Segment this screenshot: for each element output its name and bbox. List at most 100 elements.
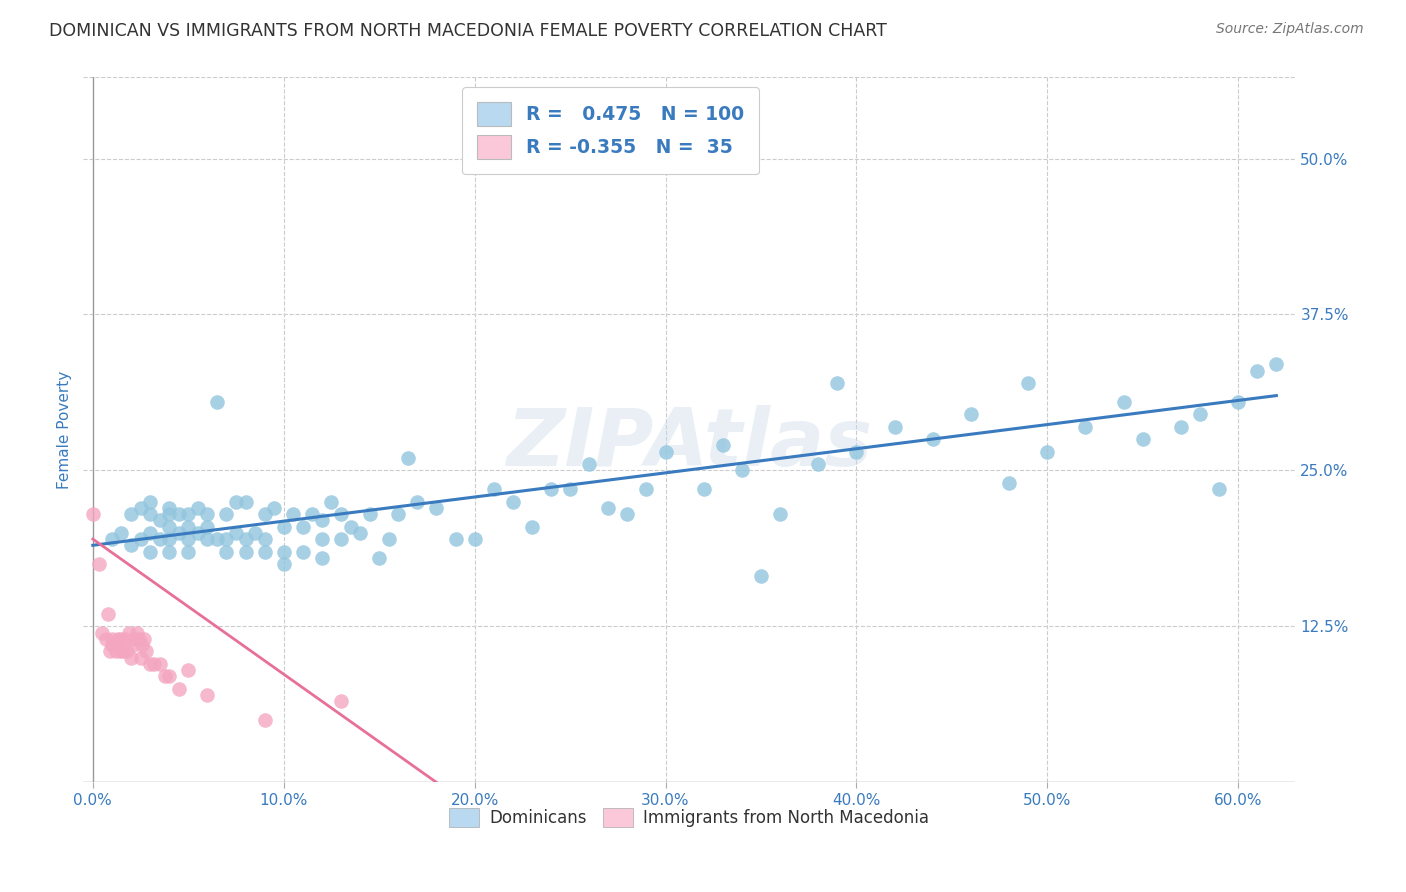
Point [124, 632, 146, 646]
Point [330, 694, 353, 708]
Point [1208, 482, 1230, 496]
Point [157, 669, 180, 683]
Point [253, 544, 276, 558]
Point [749, 569, 772, 583]
Point [1112, 394, 1135, 409]
Legend: Dominicans, Immigrants from North Macedonia: Dominicans, Immigrants from North Macedo… [443, 801, 936, 834]
Point [177, 532, 200, 546]
Point [1188, 407, 1211, 421]
Point [444, 532, 467, 546]
Point [120, 650, 142, 665]
Point [96, 632, 118, 646]
Point [998, 475, 1021, 490]
Point [122, 638, 145, 652]
Point [155, 669, 177, 683]
Point [425, 500, 447, 515]
Point [711, 438, 734, 452]
Point [540, 482, 562, 496]
Point [225, 525, 247, 540]
Point [291, 519, 314, 533]
Point [692, 482, 714, 496]
Point [349, 525, 371, 540]
Point [177, 663, 200, 677]
Point [205, 394, 228, 409]
Text: ZIPAtlas: ZIPAtlas [506, 405, 873, 483]
Point [134, 632, 156, 646]
Point [97, 607, 120, 621]
Point [558, 482, 581, 496]
Point [195, 688, 218, 702]
Point [330, 507, 353, 521]
Point [139, 544, 162, 558]
Point [118, 625, 141, 640]
Point [291, 544, 314, 558]
Point [98, 644, 121, 658]
Point [636, 482, 658, 496]
Point [883, 419, 905, 434]
Point [406, 494, 429, 508]
Point [1074, 419, 1097, 434]
Point [195, 532, 218, 546]
Point [359, 507, 381, 521]
Y-axis label: Female Poverty: Female Poverty [58, 371, 72, 489]
Point [167, 525, 190, 540]
Point [167, 681, 190, 696]
Point [616, 507, 638, 521]
Point [827, 376, 849, 390]
Point [129, 650, 152, 665]
Point [149, 657, 172, 671]
Point [82, 507, 104, 521]
Point [311, 532, 333, 546]
Point [243, 525, 266, 540]
Point [131, 638, 153, 652]
Point [128, 632, 150, 646]
Point [114, 632, 136, 646]
Point [142, 657, 165, 671]
Point [464, 532, 486, 546]
Point [731, 463, 754, 477]
Point [225, 494, 247, 508]
Text: Source: ZipAtlas.com: Source: ZipAtlas.com [1216, 22, 1364, 37]
Point [149, 513, 172, 527]
Point [104, 644, 127, 658]
Point [129, 500, 152, 515]
Point [921, 432, 943, 446]
Point [187, 525, 209, 540]
Point [177, 519, 200, 533]
Point [110, 632, 132, 646]
Point [396, 450, 419, 465]
Point [167, 507, 190, 521]
Point [1227, 394, 1250, 409]
Point [273, 544, 295, 558]
Point [177, 544, 200, 558]
Point [1265, 358, 1288, 372]
Point [807, 457, 830, 471]
Point [120, 538, 142, 552]
Point [107, 632, 129, 646]
Point [387, 507, 409, 521]
Point [1246, 364, 1268, 378]
Point [139, 525, 162, 540]
Point [263, 500, 285, 515]
Point [253, 713, 276, 727]
Text: DOMINICAN VS IMMIGRANTS FROM NORTH MACEDONIA FEMALE POVERTY CORRELATION CHART: DOMINICAN VS IMMIGRANTS FROM NORTH MACED… [49, 22, 887, 40]
Point [769, 507, 792, 521]
Point [235, 532, 257, 546]
Point [1170, 419, 1192, 434]
Point [235, 494, 257, 508]
Point [157, 519, 180, 533]
Point [215, 507, 238, 521]
Point [235, 544, 257, 558]
Point [482, 482, 505, 496]
Point [598, 500, 620, 515]
Point [157, 544, 180, 558]
Point [283, 507, 305, 521]
Point [139, 494, 162, 508]
Point [108, 644, 131, 658]
Point [1036, 444, 1059, 458]
Point [377, 532, 399, 546]
Point [273, 519, 295, 533]
Point [215, 544, 238, 558]
Point [157, 507, 180, 521]
Point [253, 532, 276, 546]
